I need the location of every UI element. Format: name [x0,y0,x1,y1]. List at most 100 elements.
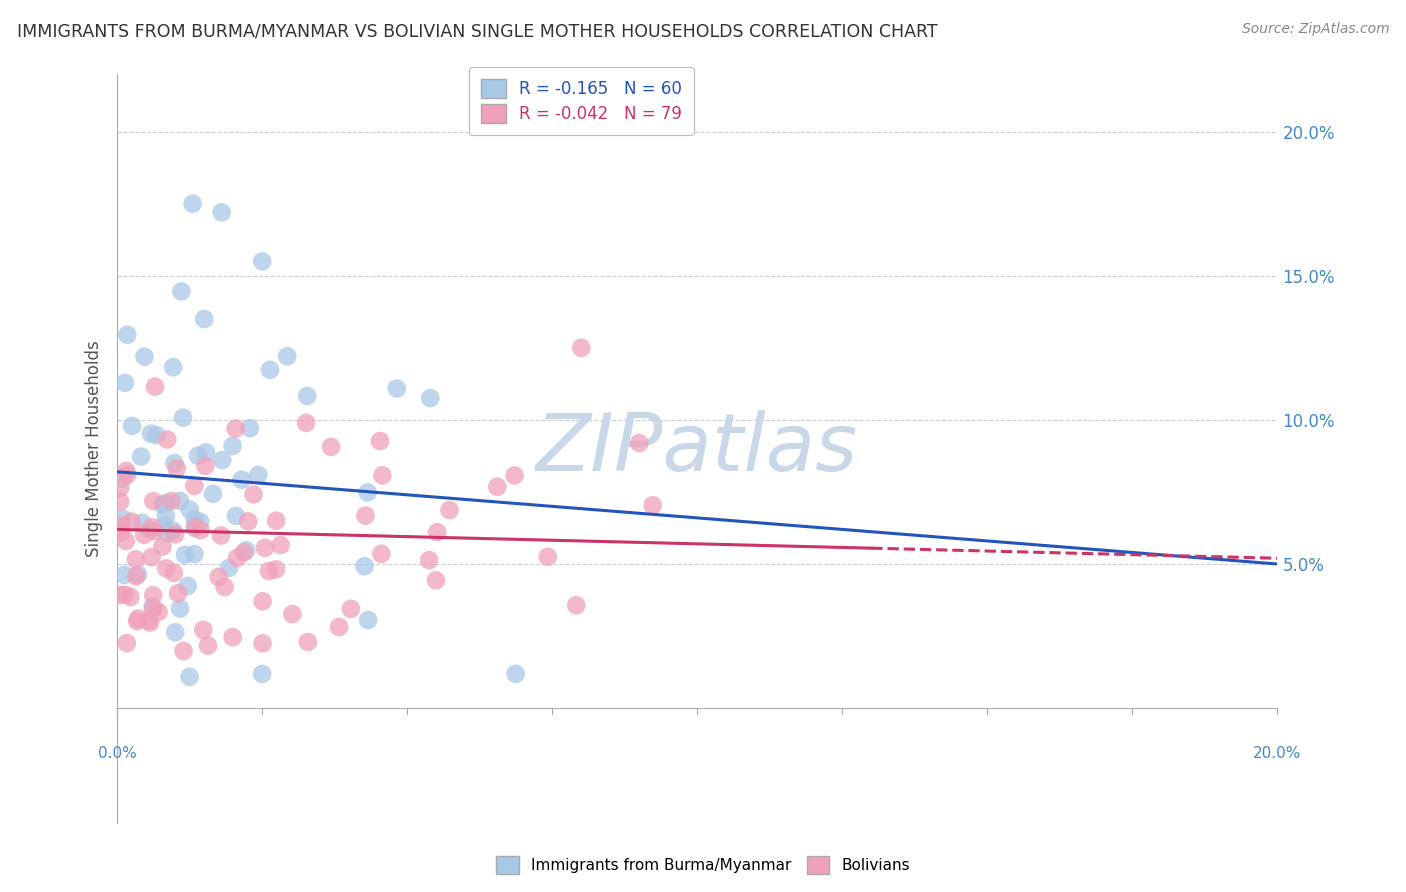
Point [152,498,174,512]
Point [368,434,391,448]
Point [179,670,201,684]
Point [121,419,143,434]
Point [214,580,236,594]
Point [138,614,160,628]
Point [257,564,280,578]
Point [328,620,350,634]
Point [120,590,142,604]
Point [125,552,148,566]
Point [221,630,243,644]
Point [187,449,209,463]
Point [250,667,273,681]
Point [114,376,136,390]
Point [156,526,179,541]
Point [162,360,184,375]
Point [505,666,527,681]
Point [115,467,138,482]
Point [264,514,287,528]
Point [486,480,509,494]
Point [418,553,440,567]
Point [110,525,132,540]
Point [181,196,204,211]
Point [111,512,134,526]
Point [152,540,174,554]
Point [155,496,177,510]
Text: Source: ZipAtlas.com: Source: ZipAtlas.com [1241,22,1389,37]
Point [426,525,449,540]
Point [141,520,163,534]
Text: 20.0%: 20.0% [1253,746,1302,761]
Point [281,607,304,621]
Point [353,559,375,574]
Point [115,464,138,478]
Point [142,494,165,508]
Point [194,445,217,459]
Point [226,551,249,566]
Point [153,518,176,533]
Point [184,521,207,535]
Point [131,516,153,530]
Point [183,547,205,561]
Point [174,548,197,562]
Point [165,625,187,640]
Point [239,421,262,435]
Point [259,363,281,377]
Point [503,468,526,483]
Point [319,440,342,454]
Point [163,456,186,470]
Point [172,410,194,425]
Point [569,341,592,355]
Point [370,547,392,561]
Point [162,524,184,538]
Point [156,433,179,447]
Point [148,605,170,619]
Point [252,594,274,608]
Point [169,601,191,615]
Point [139,523,162,537]
Point [225,421,247,435]
Point [188,515,211,529]
Point [628,436,651,450]
Point [537,549,560,564]
Point [142,599,165,614]
Point [236,515,259,529]
Point [169,494,191,508]
Point [194,458,217,473]
Point [139,615,162,630]
Point [202,487,225,501]
Point [179,502,201,516]
Text: ZIPatlas: ZIPatlas [536,409,858,488]
Point [207,570,229,584]
Point [165,527,187,541]
Point [155,561,177,575]
Point [270,538,292,552]
Point [160,494,183,508]
Point [112,568,135,582]
Point [231,473,253,487]
Point [218,561,240,575]
Point [111,518,134,533]
Point [121,515,143,529]
Point [129,450,152,464]
Point [356,485,378,500]
Point [115,636,138,650]
Point [209,528,232,542]
Point [354,508,377,523]
Point [114,588,136,602]
Point [190,523,212,537]
Point [193,312,215,326]
Point [211,205,233,219]
Point [176,579,198,593]
Point [183,479,205,493]
Point [170,285,193,299]
Point [419,391,441,405]
Point [197,639,219,653]
Point [425,574,447,588]
Point [173,644,195,658]
Point [163,566,186,580]
Point [295,416,318,430]
Legend: Immigrants from Burma/Myanmar, Bolivians: Immigrants from Burma/Myanmar, Bolivians [489,850,917,880]
Y-axis label: Single Mother Households: Single Mother Households [86,341,103,558]
Point [108,481,131,495]
Point [247,467,270,482]
